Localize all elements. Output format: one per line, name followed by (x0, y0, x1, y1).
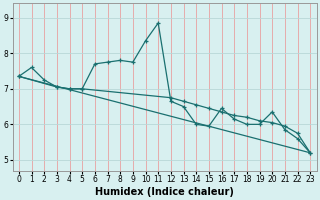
X-axis label: Humidex (Indice chaleur): Humidex (Indice chaleur) (95, 187, 234, 197)
